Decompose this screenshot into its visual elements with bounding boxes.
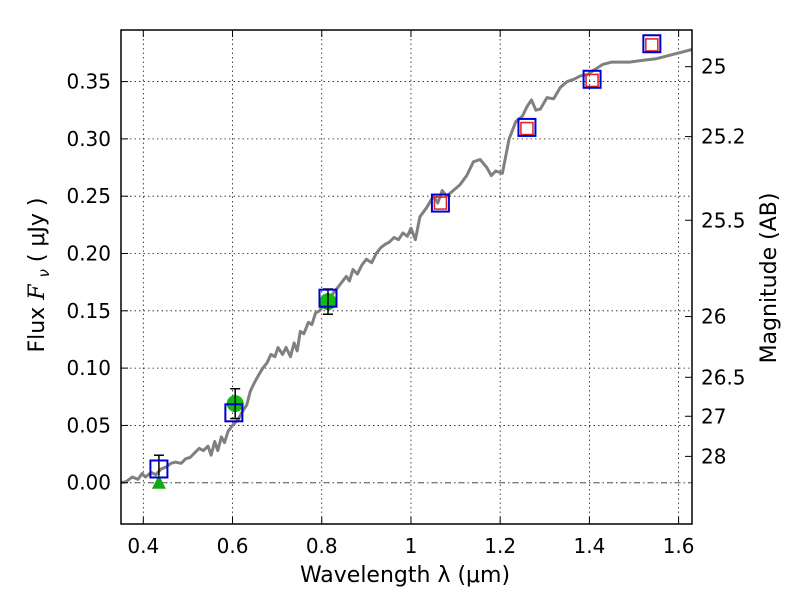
- right-axis-title: Magnitude (AB): [757, 193, 782, 364]
- y-axis-title-symbol: F: [25, 284, 50, 301]
- observed-photometry-square: [517, 117, 537, 137]
- y-tick-label: 0.05: [66, 413, 111, 437]
- observed-photometry-square: [582, 69, 602, 89]
- model-sed-line: [120, 48, 693, 485]
- model-photometry-square: [585, 73, 599, 88]
- right-tick-label: 27: [701, 404, 726, 428]
- x-tick-label: 0.4: [127, 534, 159, 558]
- series-layer: [120, 34, 693, 489]
- y-tick-label: 0.35: [66, 70, 111, 94]
- right-tick-label: 25: [701, 55, 726, 79]
- model-photometry-square: [645, 38, 659, 52]
- x-tick-label: 1.2: [484, 534, 516, 558]
- x-tick-label: 1.4: [573, 534, 605, 558]
- right-tick-label: 25.2: [701, 125, 746, 149]
- y-axis-title-subscript: ν: [35, 269, 53, 277]
- plot-frame: [120, 29, 693, 525]
- x-tick-label: 1: [405, 534, 418, 558]
- observed-photometry-square: [149, 459, 169, 479]
- observed-photometry-square: [430, 193, 450, 213]
- x-tick-label: 1.6: [663, 534, 695, 558]
- non-detection-triangle: [151, 474, 166, 489]
- y-tick-label: 0.00: [66, 471, 111, 495]
- grid-layer: [121, 30, 692, 524]
- y-axis-title: Flux F ν ( μJy ): [25, 197, 55, 352]
- right-tick-label: 28: [701, 444, 726, 468]
- y-tick-label: 0.10: [66, 356, 111, 380]
- right-tick-label: 25.5: [701, 208, 746, 232]
- y-axis-title-suffix: ( μJy ): [25, 197, 50, 262]
- x-tick-label: 0.6: [217, 534, 249, 558]
- observed-photometry-square: [318, 288, 338, 308]
- x-tick-label: 0.8: [306, 534, 338, 558]
- right-tick-label: 26.5: [701, 365, 746, 389]
- y-tick-label: 0.15: [66, 299, 111, 323]
- observed-photometry-square: [224, 403, 244, 423]
- model-photometry-square: [433, 196, 448, 210]
- right-tick-label: 26: [701, 305, 726, 329]
- tick-layer: 0.4 0.6 0.8 1 1.2 1.4 1.6 0.00 0.05 0.10 0.15 0.20 0…: [66, 30, 746, 558]
- observed-photometry-square: [642, 34, 662, 54]
- y-axis-title-prefix: Flux: [25, 300, 50, 353]
- y-tick-label: 0.30: [66, 127, 111, 151]
- y-tick-label: 0.20: [66, 242, 111, 266]
- y-tick-label: 0.25: [66, 184, 111, 208]
- model-photometry-square: [520, 121, 534, 136]
- x-axis-title: Wavelength λ (μm): [300, 563, 510, 588]
